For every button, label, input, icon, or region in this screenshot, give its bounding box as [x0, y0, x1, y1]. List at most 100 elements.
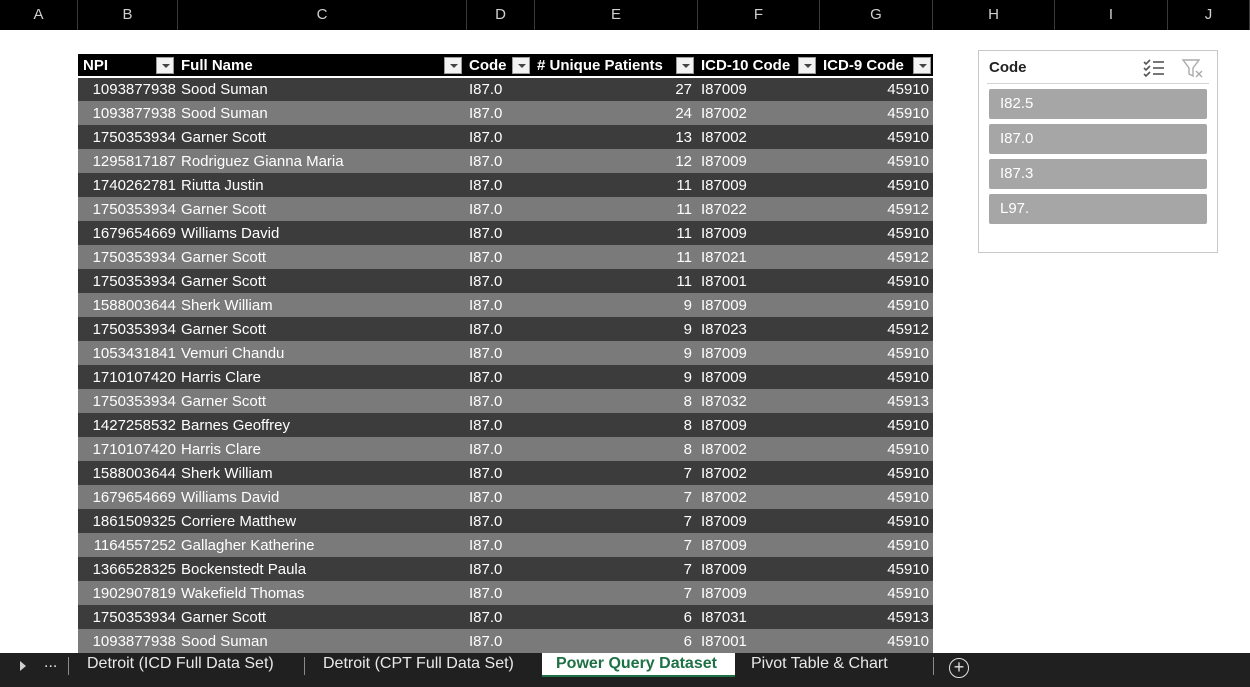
column-header-e[interactable]: E [535, 0, 698, 30]
cell-icd9-code[interactable]: 45910 [818, 341, 933, 365]
cell-icd10-code[interactable]: I87001 [696, 629, 818, 653]
cell-unique-patients[interactable]: 6 [532, 629, 696, 653]
cell-icd9-code[interactable]: 45910 [818, 125, 933, 149]
cell-icd9-code[interactable]: 45910 [818, 365, 933, 389]
sheet-tab[interactable]: Pivot Table & Chart [751, 655, 888, 672]
more-sheets-button[interactable]: ... [44, 654, 58, 671]
cell-full-name[interactable]: Vemuri Chandu [176, 341, 464, 365]
cell-icd10-code[interactable]: I87023 [696, 317, 818, 341]
cell-icd9-code[interactable]: 45913 [818, 605, 933, 629]
cell-icd10-code[interactable]: I87001 [696, 269, 818, 293]
cell-unique-patients[interactable]: 27 [532, 77, 696, 101]
cell-unique-patients[interactable]: 7 [532, 581, 696, 605]
cell-code[interactable]: I87.0 [464, 149, 532, 173]
cell-unique-patients[interactable]: 9 [532, 293, 696, 317]
filter-dropdown-icon[interactable] [913, 57, 931, 74]
cell-icd10-code[interactable]: I87009 [696, 581, 818, 605]
cell-npi[interactable]: 1750353934 [78, 125, 176, 149]
cell-npi[interactable]: 1750353934 [78, 245, 176, 269]
cell-unique-patients[interactable]: 8 [532, 413, 696, 437]
cell-icd9-code[interactable]: 45913 [818, 389, 933, 413]
cell-icd10-code[interactable]: I87021 [696, 245, 818, 269]
cell-icd9-code[interactable]: 45912 [818, 317, 933, 341]
cell-icd9-code[interactable]: 45910 [818, 557, 933, 581]
cell-icd9-code[interactable]: 45910 [818, 581, 933, 605]
cell-code[interactable]: I87.0 [464, 101, 532, 125]
cell-icd10-code[interactable]: I87002 [696, 485, 818, 509]
cell-unique-patients[interactable]: 9 [532, 365, 696, 389]
cell-icd10-code[interactable]: I87031 [696, 605, 818, 629]
cell-icd9-code[interactable]: 45910 [818, 437, 933, 461]
cell-icd9-code[interactable]: 45910 [818, 149, 933, 173]
cell-code[interactable]: I87.0 [464, 389, 532, 413]
cell-full-name[interactable]: Harris Clare [176, 365, 464, 389]
cell-full-name[interactable]: Corriere Matthew [176, 509, 464, 533]
cell-npi[interactable]: 1679654669 [78, 485, 176, 509]
filter-dropdown-icon[interactable] [512, 57, 530, 74]
cell-unique-patients[interactable]: 13 [532, 125, 696, 149]
cell-code[interactable]: I87.0 [464, 509, 532, 533]
cell-full-name[interactable]: Williams David [176, 485, 464, 509]
cell-npi[interactable]: 1750353934 [78, 605, 176, 629]
cell-icd10-code[interactable]: I87022 [696, 197, 818, 221]
cell-code[interactable]: I87.0 [464, 341, 532, 365]
filter-dropdown-icon[interactable] [676, 57, 694, 74]
cell-npi[interactable]: 1427258532 [78, 413, 176, 437]
cell-icd9-code[interactable]: 45910 [818, 221, 933, 245]
cell-code[interactable]: I87.0 [464, 269, 532, 293]
cell-unique-patients[interactable]: 7 [532, 557, 696, 581]
cell-unique-patients[interactable]: 11 [532, 173, 696, 197]
slicer-item[interactable]: I87.0 [989, 124, 1207, 154]
cell-icd9-code[interactable]: 45910 [818, 533, 933, 557]
cell-unique-patients[interactable]: 7 [532, 461, 696, 485]
cell-npi[interactable]: 1750353934 [78, 269, 176, 293]
scroll-tabs-right-icon[interactable] [20, 661, 26, 671]
cell-full-name[interactable]: Garner Scott [176, 197, 464, 221]
cell-code[interactable]: I87.0 [464, 557, 532, 581]
cell-icd10-code[interactable]: I87002 [696, 125, 818, 149]
column-header-d[interactable]: D [467, 0, 535, 30]
cell-unique-patients[interactable]: 12 [532, 149, 696, 173]
cell-icd9-code[interactable]: 45910 [818, 461, 933, 485]
column-header-a[interactable]: A [0, 0, 78, 30]
filter-dropdown-icon[interactable] [444, 57, 462, 74]
cell-npi[interactable]: 1093877938 [78, 629, 176, 653]
cell-code[interactable]: I87.0 [464, 125, 532, 149]
cell-code[interactable]: I87.0 [464, 581, 532, 605]
cell-icd9-code[interactable]: 45910 [818, 77, 933, 101]
cell-code[interactable]: I87.0 [464, 485, 532, 509]
cell-unique-patients[interactable]: 6 [532, 605, 696, 629]
cell-code[interactable]: I87.0 [464, 437, 532, 461]
multi-select-icon[interactable] [1142, 57, 1166, 79]
cell-icd9-code[interactable]: 45910 [818, 173, 933, 197]
cell-icd10-code[interactable]: I87009 [696, 533, 818, 557]
cell-npi[interactable]: 1093877938 [78, 101, 176, 125]
cell-full-name[interactable]: Garner Scott [176, 605, 464, 629]
column-header-j[interactable]: J [1168, 0, 1250, 30]
cell-npi[interactable]: 1679654669 [78, 221, 176, 245]
cell-code[interactable]: I87.0 [464, 629, 532, 653]
cell-npi[interactable]: 1295817187 [78, 149, 176, 173]
cell-code[interactable]: I87.0 [464, 77, 532, 101]
cell-code[interactable]: I87.0 [464, 365, 532, 389]
cell-icd9-code[interactable]: 45910 [818, 293, 933, 317]
cell-code[interactable]: I87.0 [464, 605, 532, 629]
cell-icd9-code[interactable]: 45910 [818, 509, 933, 533]
cell-icd10-code[interactable]: I87009 [696, 557, 818, 581]
cell-full-name[interactable]: Sood Suman [176, 77, 464, 101]
cell-unique-patients[interactable]: 11 [532, 245, 696, 269]
cell-icd9-code[interactable]: 45912 [818, 197, 933, 221]
cell-npi[interactable]: 1750353934 [78, 317, 176, 341]
sheet-tab[interactable]: Detroit (CPT Full Data Set) [323, 655, 514, 672]
cell-unique-patients[interactable]: 7 [532, 533, 696, 557]
cell-icd10-code[interactable]: I87009 [696, 413, 818, 437]
cell-icd10-code[interactable]: I87002 [696, 101, 818, 125]
cell-full-name[interactable]: Garner Scott [176, 125, 464, 149]
column-header-c[interactable]: C [178, 0, 467, 30]
cell-full-name[interactable]: Rodriguez Gianna Maria [176, 149, 464, 173]
cell-npi[interactable]: 1710107420 [78, 365, 176, 389]
cell-full-name[interactable]: Garner Scott [176, 389, 464, 413]
cell-icd10-code[interactable]: I87009 [696, 293, 818, 317]
cell-icd10-code[interactable]: I87009 [696, 77, 818, 101]
cell-full-name[interactable]: Harris Clare [176, 437, 464, 461]
